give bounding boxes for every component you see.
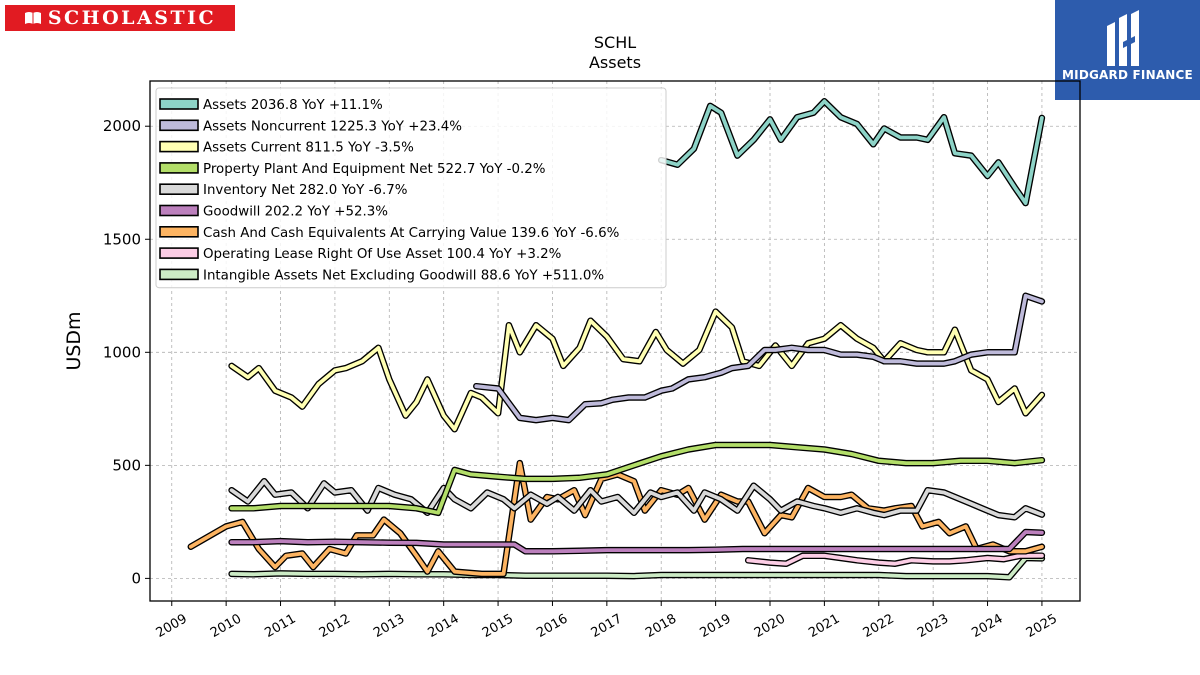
left-logo-text: SCHOLASTIC [47, 7, 217, 29]
legend-swatch [159, 162, 199, 174]
series-6 [187, 459, 1046, 578]
series-line [474, 293, 1044, 423]
legend-swatch [159, 226, 199, 238]
x-tick-label: 2013 [371, 611, 407, 641]
x-tick-label: 2011 [262, 611, 298, 641]
scholastic-logo: SCHOLASTIC [5, 5, 235, 31]
series-line [188, 461, 1044, 576]
legend-label: Assets 2036.8 YoY +11.1% [203, 98, 383, 113]
x-tick-label: 2018 [643, 611, 679, 641]
x-tick-label: 2012 [317, 611, 353, 641]
book-icon [24, 12, 41, 24]
x-tick-label: 2014 [426, 611, 462, 641]
x-tick-label: 2022 [861, 611, 897, 641]
legend-label: Cash And Cash Equivalents At Carrying Va… [203, 226, 619, 241]
chart-title: SCHL [594, 33, 636, 52]
x-tick-label: 2023 [915, 611, 951, 641]
x-tick-label: 2017 [589, 611, 625, 641]
legend-label: Assets Current 811.5 YoY -3.5% [203, 141, 414, 156]
series-5 [228, 528, 1046, 555]
series-line-outline [228, 308, 1046, 433]
midgard-mark-icon [1107, 10, 1139, 66]
series-7 [744, 552, 1046, 567]
series-lines [187, 98, 1046, 581]
y-tick-label: 2000 [103, 117, 141, 135]
series-line [229, 556, 1044, 580]
series-line-outline [657, 98, 1046, 207]
x-tick-label: 2019 [697, 611, 733, 641]
x-tick-label: 2016 [534, 611, 570, 641]
legend-swatch [159, 98, 199, 110]
legend-label: Intangible Assets Net Excluding Goodwill… [203, 268, 604, 283]
y-tick-label: 500 [112, 456, 141, 474]
legend-swatch [159, 268, 199, 281]
x-tick-label: 2009 [154, 611, 190, 641]
legend-label: Property Plant And Equipment Net 522.7 Y… [203, 162, 546, 177]
plot-frame [149, 80, 1081, 602]
y-tick-label: 1000 [103, 343, 141, 361]
x-tick-label: 2015 [480, 611, 516, 641]
series-line [746, 553, 1044, 566]
right-logo-text: MIDGARD FINANCE [1062, 68, 1193, 82]
series-line [229, 309, 1044, 432]
chart-subtitle: Assets [589, 53, 641, 72]
legend-swatch [159, 119, 199, 132]
series-0 [657, 98, 1046, 207]
x-tick-label: 2025 [1024, 611, 1060, 641]
midgard-finance-logo: MIDGARD FINANCE [1055, 0, 1200, 100]
x-tick-label: 2010 [208, 611, 244, 641]
y-axis-label: USDm [63, 311, 85, 370]
legend-swatch [159, 247, 199, 259]
legend-label: Assets Noncurrent 1225.3 YoY +23.4% [203, 119, 462, 134]
series-3 [228, 441, 1046, 517]
series-line [229, 530, 1044, 554]
legend-label: Goodwill 202.2 YoY +52.3% [203, 205, 388, 220]
legend: Assets 2036.8 YoY +11.1% Assets Noncurren… [155, 87, 667, 289]
legend-label: Operating Lease Right Of Use Asset 100.4… [203, 247, 561, 262]
x-tick-label: 2024 [969, 611, 1005, 641]
y-tick-label: 0 [131, 569, 141, 587]
series-1 [473, 292, 1046, 424]
x-tick-label: 2020 [752, 611, 788, 641]
series-line [659, 99, 1044, 206]
legend-swatch [159, 204, 199, 217]
series-8 [228, 554, 1046, 581]
legend-swatch [159, 183, 199, 195]
y-tick-label: 1500 [103, 230, 141, 248]
series-2 [228, 308, 1046, 433]
legend-box [155, 87, 667, 289]
legend-swatch [159, 140, 199, 153]
legend-label: Inventory Net 282.0 YoY -6.7% [203, 183, 407, 198]
x-tick-label: 2021 [806, 611, 842, 641]
series-line [229, 443, 1044, 515]
